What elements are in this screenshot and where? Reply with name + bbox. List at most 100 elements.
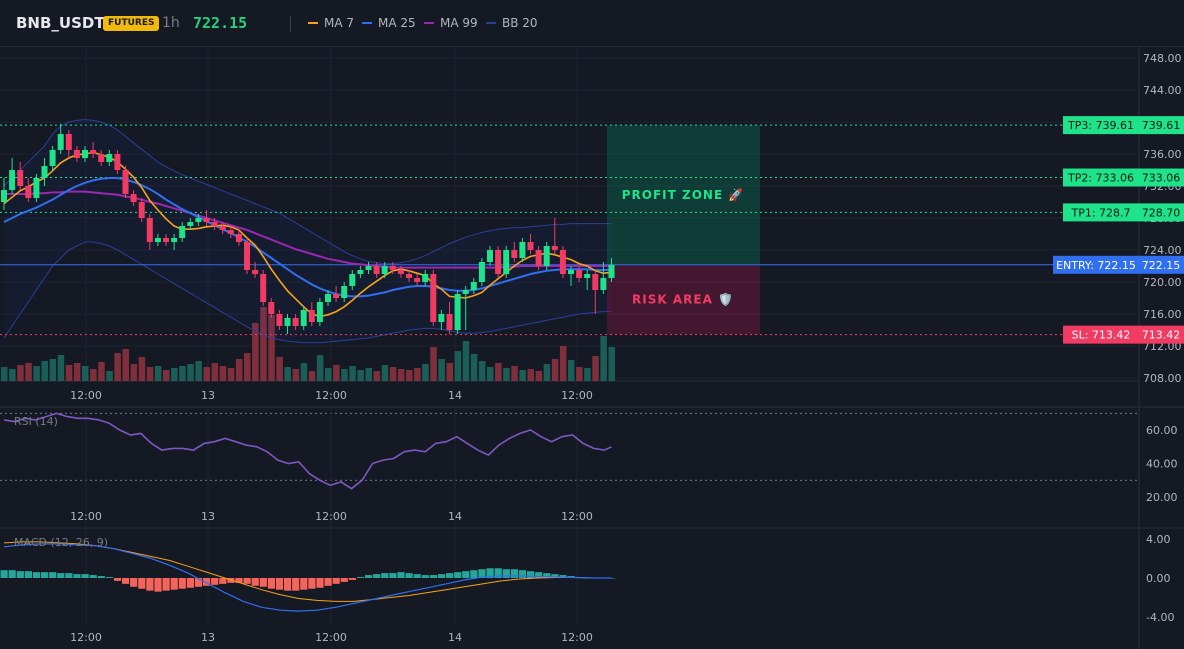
- volume-bar: [203, 367, 210, 381]
- time-tick-label: 14: [448, 510, 462, 523]
- volume-bar: [195, 361, 202, 381]
- candle-body: [559, 250, 566, 274]
- candle: [373, 262, 380, 278]
- time-tick-label: 12:00: [70, 389, 102, 402]
- profit-zone-box: [607, 125, 760, 265]
- volume-bar: [543, 364, 551, 381]
- volume-bar: [381, 365, 389, 381]
- macd-histogram-bar: [194, 578, 203, 587]
- candle: [397, 266, 404, 278]
- macd-histogram-bar: [8, 570, 16, 578]
- candle: [130, 190, 137, 206]
- time-tick-label: 14: [448, 631, 462, 644]
- candle: [9, 158, 16, 194]
- candle: [462, 286, 469, 330]
- candle: [195, 214, 202, 226]
- volume-bar: [308, 371, 316, 381]
- volume-bar: [333, 365, 340, 381]
- macd-histogram-bar: [405, 573, 413, 578]
- candle-body: [90, 150, 97, 154]
- volume-bar: [357, 370, 364, 381]
- macd-histogram-bar: [381, 573, 389, 578]
- legend-bb20[interactable]: BB 20: [486, 16, 538, 30]
- macd-histogram-bar: [211, 578, 219, 585]
- time-tick-label: 13: [201, 389, 215, 402]
- macd-tick-label: 0.00: [1146, 572, 1171, 585]
- candle: [349, 270, 356, 290]
- candle: [17, 162, 24, 190]
- candle-body: [487, 250, 493, 262]
- rsi-tick-label: 60.00: [1146, 424, 1178, 437]
- candle-body: [365, 266, 372, 270]
- volume-bar: [559, 346, 567, 381]
- candle-body: [470, 282, 477, 290]
- candle: [316, 298, 323, 326]
- macd-histogram-bar: [510, 569, 518, 578]
- time-tick-label: 12:00: [561, 631, 593, 644]
- volume-bar: [235, 359, 243, 381]
- volume-bar: [487, 367, 494, 381]
- candle-body: [316, 302, 323, 322]
- volume-bar: [41, 361, 48, 381]
- macd-histogram-bar: [446, 573, 454, 578]
- candle: [57, 123, 64, 154]
- macd-histogram-bar: [429, 575, 437, 578]
- futures-badge: FUTURES: [103, 16, 160, 31]
- candle: [268, 298, 275, 318]
- symbol-title[interactable]: BNB_USDT: [16, 14, 105, 32]
- price-tick-label: 744.00: [1143, 84, 1182, 97]
- macd-histogram-bar: [138, 578, 146, 589]
- candle-body: [203, 218, 210, 222]
- legend-ma99[interactable]: MA 99: [424, 16, 478, 30]
- sl-price-label: 713.42: [1142, 329, 1181, 342]
- rsi-panel: 60.00 40.00 20.00 RSI (14): [0, 408, 1178, 528]
- candle: [333, 286, 340, 302]
- profit-zone-label: PROFIT ZONE 🚀: [622, 188, 745, 202]
- time-tick-label: 12:00: [561, 389, 593, 402]
- candle-body: [1, 190, 7, 202]
- legend-ma25[interactable]: MA 25: [362, 16, 416, 30]
- volume-bar: [130, 364, 138, 381]
- volume-bar: [373, 371, 381, 381]
- candle-body: [414, 278, 421, 282]
- macd-histogram-bar: [41, 572, 49, 578]
- candle: [138, 198, 145, 222]
- candle-body: [138, 202, 145, 218]
- candle: [106, 150, 113, 166]
- candle: [235, 230, 242, 246]
- price-tick-label: 708.00: [1143, 372, 1182, 385]
- time-tick-label: 12:00: [315, 631, 347, 644]
- candle: [341, 282, 348, 302]
- macd-histogram-bar: [57, 573, 65, 578]
- candle-body: [41, 166, 48, 178]
- candle-body: [430, 274, 437, 322]
- candle: [414, 274, 421, 286]
- volume-bar: [268, 315, 275, 381]
- legend-ma7[interactable]: MA 7: [308, 16, 354, 30]
- candle: [300, 306, 307, 330]
- tp1-price-label: 728.70: [1142, 206, 1181, 219]
- volume-bar: [122, 349, 129, 381]
- candle: [154, 234, 161, 246]
- volume-bar: [397, 369, 405, 381]
- volume-bar: [49, 359, 57, 381]
- volume-bar: [495, 363, 502, 381]
- price-levels: TP3: 739.61 739.61 TP2: 733.06 733.06 TP1: 7…: [0, 116, 1184, 344]
- tp2-price-label: 733.06: [1142, 172, 1181, 185]
- macd-histogram-bar: [543, 573, 551, 578]
- candle-body: [535, 250, 542, 266]
- volume-bar: [462, 341, 470, 381]
- bollinger-fill: [4, 119, 612, 343]
- volume-bar: [576, 367, 583, 381]
- time-tick-label: 12:00: [561, 510, 593, 523]
- candle-body: [33, 178, 40, 198]
- macd-histogram-bar: [494, 568, 502, 578]
- candle-body: [171, 238, 178, 242]
- volume-bar: [284, 367, 291, 381]
- macd-histogram-bar: [219, 578, 227, 584]
- macd-histogram-bar: [97, 576, 105, 578]
- candle: [487, 246, 493, 266]
- candle: [179, 222, 186, 242]
- timeframe-label[interactable]: 1h: [162, 15, 180, 31]
